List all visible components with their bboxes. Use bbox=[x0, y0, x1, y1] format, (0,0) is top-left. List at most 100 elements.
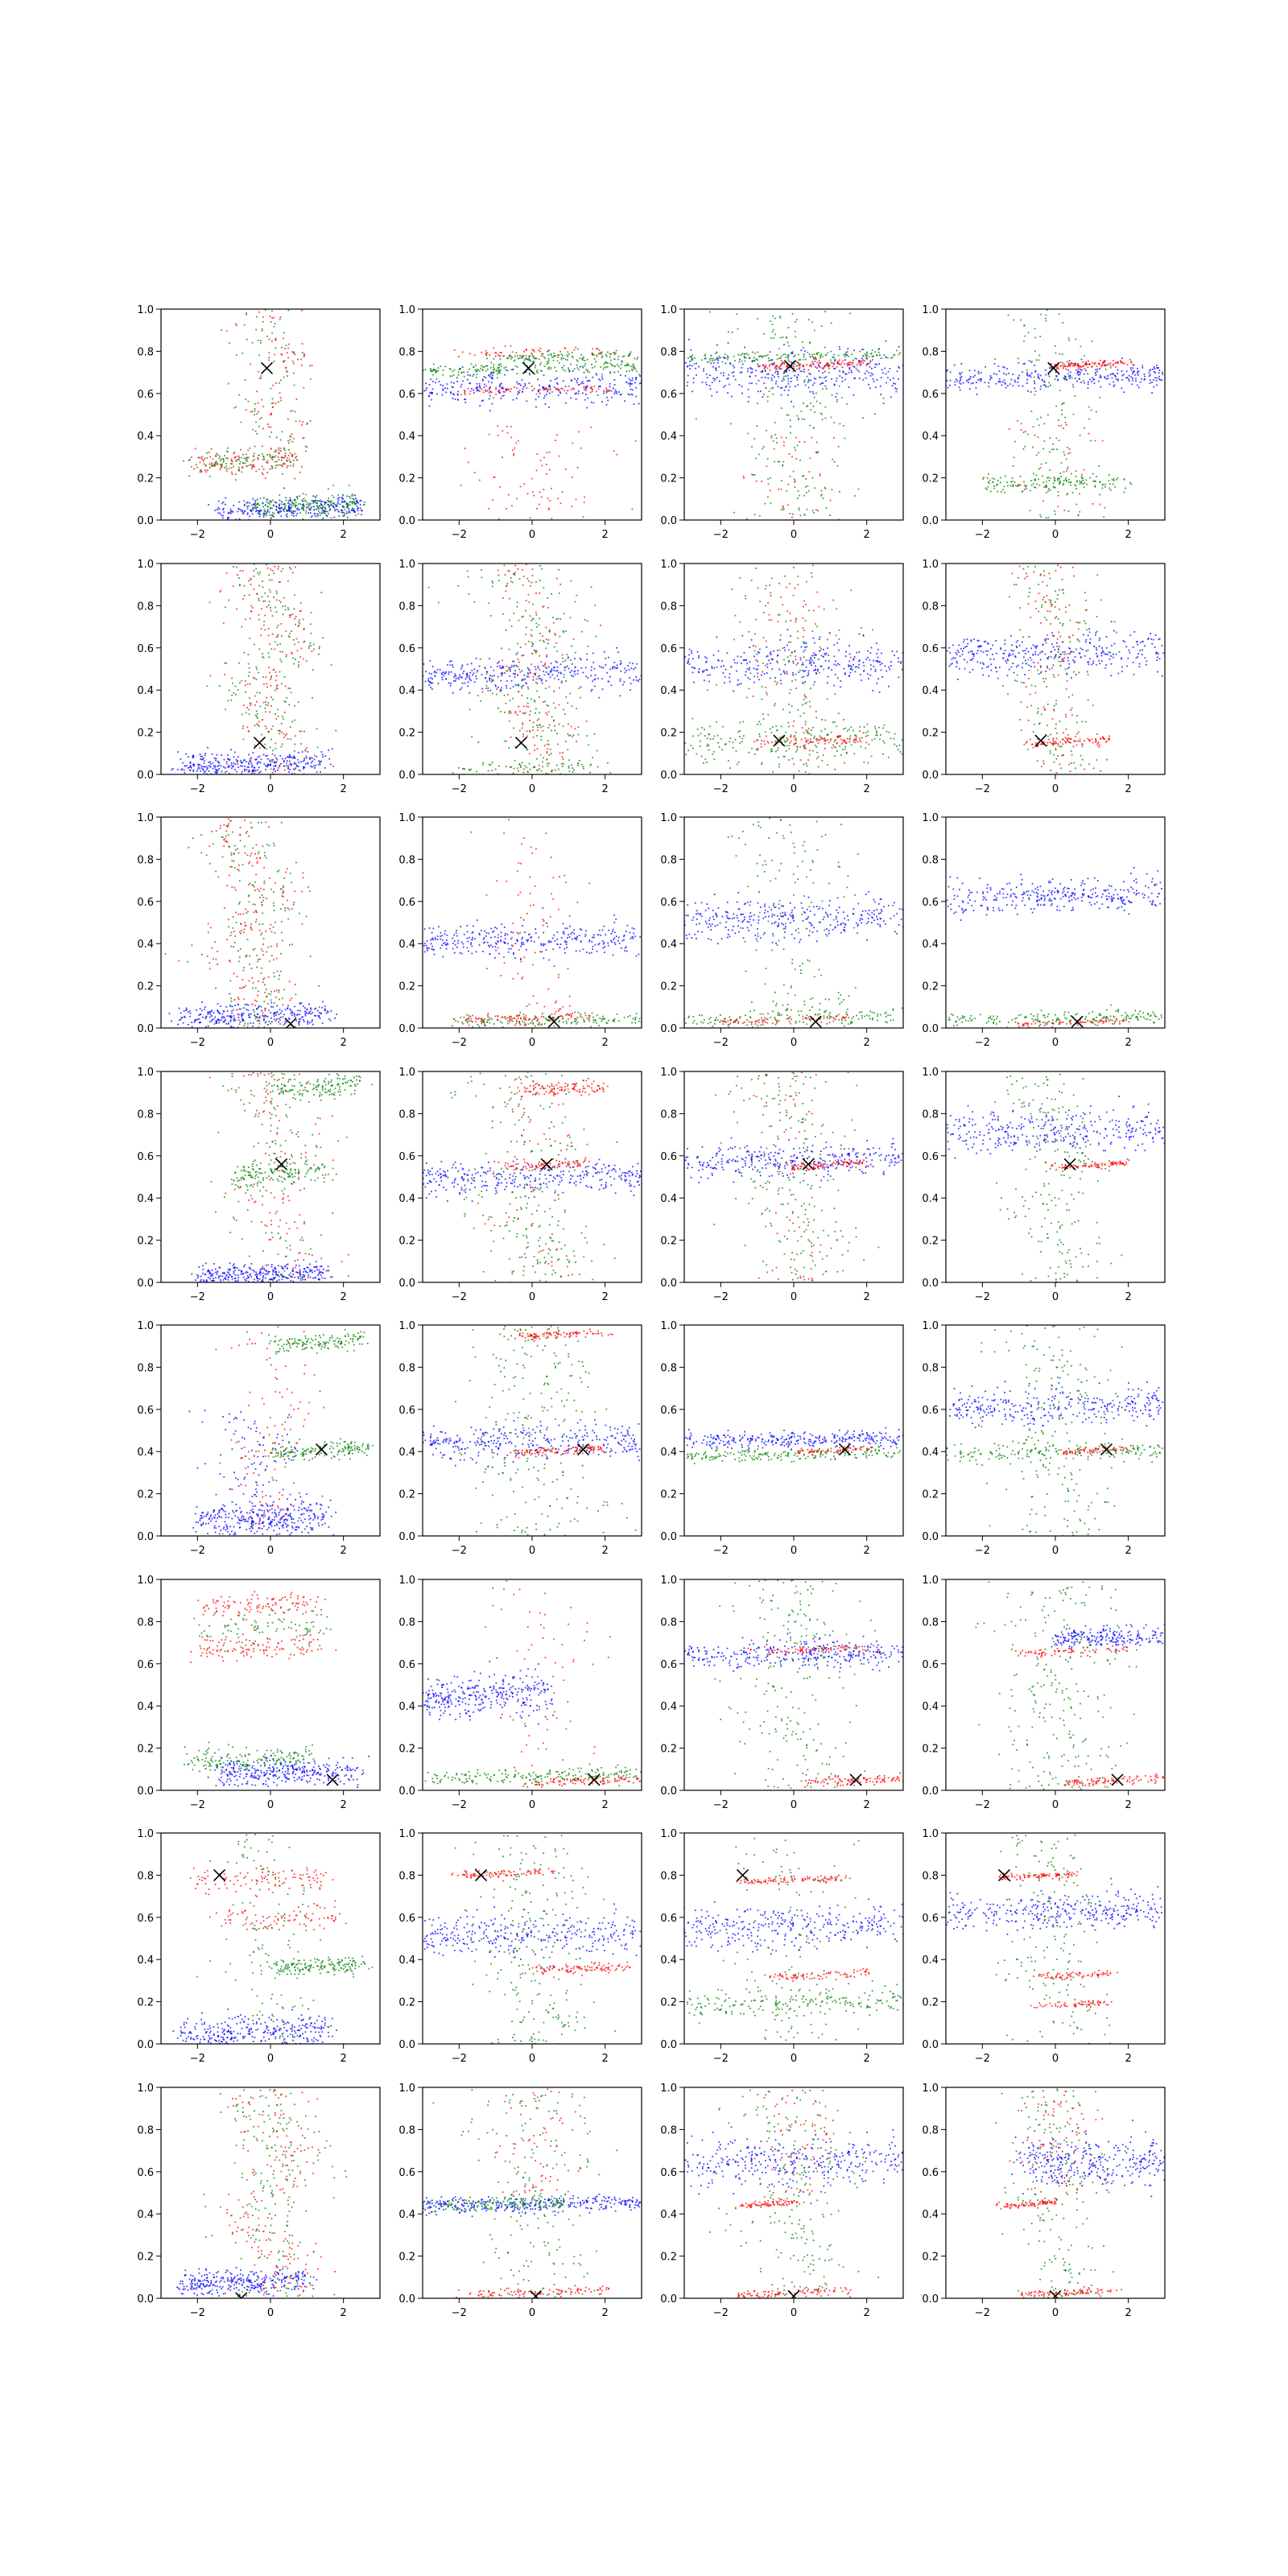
scatter-point bbox=[543, 674, 546, 676]
scatter-point bbox=[968, 388, 971, 390]
scatter-point bbox=[774, 372, 776, 374]
scatter-point bbox=[795, 449, 797, 452]
scatter-point bbox=[1030, 361, 1032, 363]
scatter-point bbox=[865, 354, 867, 357]
scatter-point bbox=[294, 773, 295, 774]
scatter-point bbox=[237, 510, 239, 513]
scatter-point bbox=[269, 671, 271, 674]
scatter-point bbox=[528, 753, 530, 755]
scatter-point bbox=[303, 356, 305, 357]
scatter-point bbox=[609, 386, 611, 388]
scatter-point bbox=[828, 367, 830, 369]
scatter-point bbox=[341, 506, 344, 508]
scatter-point bbox=[266, 462, 269, 464]
scatter-point bbox=[275, 766, 277, 767]
scatter-point bbox=[236, 761, 238, 763]
scatter-point bbox=[858, 360, 860, 361]
scatter-point bbox=[543, 397, 545, 399]
scatter-point bbox=[1038, 354, 1041, 357]
scatter-point bbox=[267, 652, 270, 654]
scatter-point bbox=[811, 510, 814, 512]
scatter-point bbox=[238, 577, 240, 579]
scatter-point bbox=[1045, 320, 1047, 322]
scatter-point bbox=[777, 460, 779, 463]
scatter-point bbox=[257, 717, 258, 719]
scatter-point bbox=[295, 658, 296, 661]
scatter-point bbox=[748, 396, 750, 398]
scatter-point bbox=[533, 361, 535, 362]
scatter-point bbox=[587, 358, 588, 361]
scatter-point bbox=[457, 390, 459, 393]
scatter-point bbox=[592, 376, 594, 378]
scatter-point bbox=[874, 363, 877, 365]
scatter-point bbox=[220, 765, 222, 767]
scatter-point bbox=[522, 712, 524, 714]
scatter-point bbox=[762, 371, 764, 373]
scatter-point bbox=[825, 388, 828, 390]
scatter-point bbox=[724, 357, 725, 359]
scatter-point bbox=[510, 388, 512, 390]
scatter-point bbox=[1032, 446, 1034, 448]
scatter-point bbox=[817, 365, 819, 366]
scatter-point bbox=[798, 364, 800, 366]
scatter-point bbox=[1057, 506, 1059, 508]
scatter-point bbox=[1117, 369, 1119, 371]
scatter-point bbox=[582, 671, 584, 674]
scatter-point bbox=[184, 765, 186, 767]
scatter-point bbox=[306, 502, 308, 504]
scatter-point bbox=[459, 674, 460, 676]
scatter-point bbox=[559, 362, 560, 364]
scatter-point bbox=[235, 324, 237, 327]
scatter-point bbox=[510, 766, 512, 768]
scatter-point bbox=[589, 386, 592, 389]
scatter-point bbox=[539, 669, 541, 671]
scatter-point bbox=[316, 771, 318, 774]
scatter-point bbox=[514, 572, 516, 574]
scatter-point bbox=[361, 514, 362, 516]
scatter-point bbox=[796, 319, 798, 320]
scatter-point bbox=[753, 357, 755, 359]
scatter-point bbox=[434, 369, 436, 371]
scatter-point bbox=[329, 508, 331, 510]
scatter-point bbox=[518, 440, 519, 442]
scatter-point bbox=[549, 388, 551, 390]
scatter-point bbox=[710, 362, 712, 365]
scatter-point bbox=[809, 390, 811, 393]
scatter-point bbox=[707, 361, 708, 363]
y-tick-label: 0.0 bbox=[398, 515, 415, 527]
scatter-point bbox=[1067, 336, 1070, 339]
scatter-point bbox=[547, 390, 548, 393]
scatter-point bbox=[258, 418, 261, 420]
scatter-point bbox=[796, 415, 799, 417]
scatter-point bbox=[1088, 418, 1090, 420]
scatter-point bbox=[277, 634, 279, 636]
scatter-point bbox=[332, 485, 335, 487]
scatter-point bbox=[1034, 478, 1036, 481]
scatter-point bbox=[295, 505, 298, 506]
scatter-point bbox=[1049, 489, 1051, 491]
scatter-point bbox=[275, 506, 278, 508]
scatter-point bbox=[597, 353, 600, 355]
scatter-point bbox=[628, 355, 630, 357]
scatter-point bbox=[225, 761, 228, 763]
scatter-point bbox=[488, 381, 489, 383]
scatter-point bbox=[753, 514, 756, 516]
scatter-point bbox=[991, 377, 993, 379]
scatter-point bbox=[504, 374, 506, 376]
scatter-point bbox=[348, 510, 350, 512]
scatter-point bbox=[609, 675, 611, 678]
scatter-point bbox=[255, 328, 258, 331]
scatter-point bbox=[711, 360, 713, 361]
scatter-point bbox=[715, 353, 717, 355]
scatter-point bbox=[844, 373, 846, 375]
scatter-point bbox=[504, 712, 506, 713]
scatter-point bbox=[531, 617, 534, 620]
scatter-point bbox=[268, 359, 270, 361]
scatter-point bbox=[341, 509, 342, 511]
scatter-point bbox=[812, 392, 815, 394]
scatter-point bbox=[308, 506, 310, 509]
scatter-point bbox=[251, 766, 253, 768]
scatter-point bbox=[207, 746, 208, 749]
scatter-point bbox=[256, 413, 258, 415]
scatter-point bbox=[774, 434, 777, 436]
